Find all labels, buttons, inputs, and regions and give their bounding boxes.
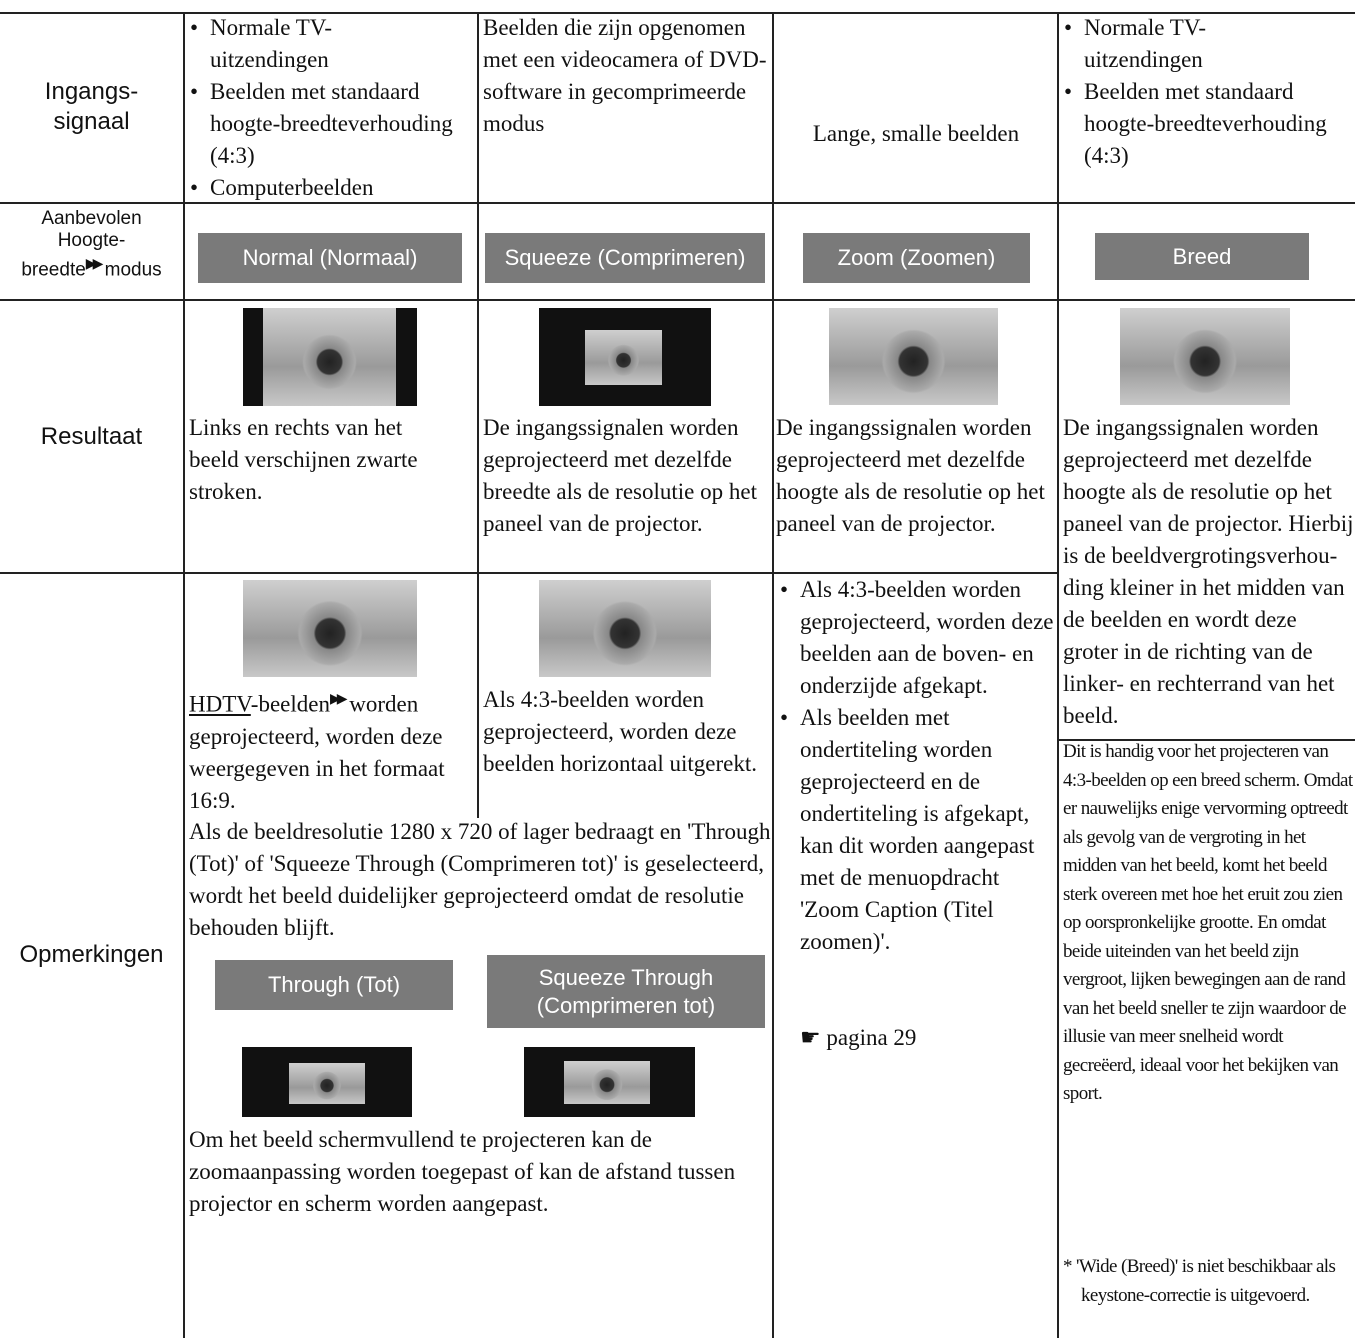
cell-text: Links en rechts van het beeld verschijne…: [189, 415, 418, 504]
photo: [585, 330, 662, 385]
photo: [289, 1063, 365, 1104]
mode-button: Normal (Normaal): [198, 233, 462, 283]
cell-text: * 'Wide (Breed)' is niet beschikbaar als…: [1063, 1256, 1336, 1306]
photo: [263, 308, 396, 406]
glossary-link: HDTV: [189, 691, 251, 717]
mode-button: Breed: [1095, 233, 1309, 280]
bullet-list: Als 4:3-beelden worden geprojecteerd, wo…: [776, 574, 1054, 958]
row-header: Resultaat: [40, 423, 143, 450]
row-header-line: signaal: [53, 108, 130, 135]
cell-text: Als de beeldresolutie 1280 x 720 of lage…: [189, 819, 771, 940]
page-ref: ☛ pagina 29: [800, 1022, 916, 1054]
photo: [243, 580, 417, 677]
cell-text: HDTV-beelden▶▶ worden geprojecteerd, wor…: [189, 684, 477, 817]
glossary-icon: ▶▶: [329, 692, 347, 707]
photo: [564, 1061, 650, 1104]
cell-text: De ingangssignalen worden geprojecteerd …: [776, 415, 1045, 536]
bullet: Normale TV-uitzendingen: [1060, 12, 1350, 76]
rule: [0, 299, 1355, 301]
text: -beelden: [250, 691, 330, 717]
row-header-line: Hoogte-: [57, 230, 126, 251]
bullet-list: Normale TV-uitzendingen Beelden met stan…: [1060, 12, 1350, 172]
bullet: Beelden met standaard hoogte-breedteverh…: [186, 76, 471, 172]
row-header-line: breedte▶▶ modus: [0, 252, 183, 281]
rule: [0, 202, 1355, 204]
hand-icon: ☛: [800, 1025, 821, 1050]
bullet-list: Normale TV-uitzendingen Beelden met stan…: [186, 12, 471, 204]
row-header: Aanbevolen Hoogte-breedte▶▶ modus: [0, 208, 183, 281]
mode-button: Squeeze (Comprimeren): [485, 233, 765, 283]
photo: [539, 580, 711, 677]
rule: [1058, 739, 1355, 741]
mode-button: Through (Tot): [215, 960, 453, 1010]
photo: [829, 308, 998, 405]
rule: [772, 12, 774, 1338]
cell-text: De ingangssignalen worden geprojecteerd …: [483, 415, 757, 536]
row-header-word: breedte: [21, 259, 86, 281]
mode-button: Squeeze Through (Comprimeren tot): [487, 955, 765, 1028]
photo: [1120, 308, 1290, 405]
text: pagina 29: [826, 1025, 917, 1050]
rule: [477, 12, 479, 572]
cell-text: De ingangssignalen worden geprojecteerd …: [1063, 415, 1354, 728]
bullet: Als beelden met ondertiteling worden gep…: [776, 702, 1054, 958]
bullet: Beelden met standaard hoogte-breedteverh…: [1060, 76, 1350, 172]
cell-text: Dit is handig voor het projecteren van 4…: [1063, 741, 1353, 1104]
cell-text: Lange, smalle beelden: [812, 121, 1020, 146]
bullet: Computerbeelden: [186, 172, 471, 204]
cell-text: Om het beeld schermvullend te projectere…: [189, 1127, 736, 1216]
bullet: Normale TV-uitzendingen: [186, 12, 471, 76]
rule: [1057, 12, 1059, 1338]
row-header-line: Ingangs-: [44, 78, 139, 105]
mode-button: Zoom (Zoomen): [803, 233, 1030, 283]
rule: [477, 572, 479, 818]
rule: [0, 572, 1058, 574]
text: worden geprojecteerd, worden deze weerge…: [189, 691, 445, 813]
rule: [183, 12, 185, 1338]
row-header-word: modus: [104, 259, 162, 281]
row-header-line: Aanbevolen: [41, 208, 142, 229]
cell-text: Als 4:3-beelden worden geprojecteerd, wo…: [483, 687, 757, 776]
cell-text: Beelden die zijn opgenomen met een video…: [483, 15, 767, 136]
row-header: Opmerkingen: [19, 941, 164, 968]
glossary-icon: ▶▶: [85, 255, 103, 271]
bullet: Als 4:3-beelden worden geprojecteerd, wo…: [776, 574, 1054, 702]
row-header: Ingangs-signaal: [0, 77, 183, 137]
rule: [0, 12, 1355, 14]
